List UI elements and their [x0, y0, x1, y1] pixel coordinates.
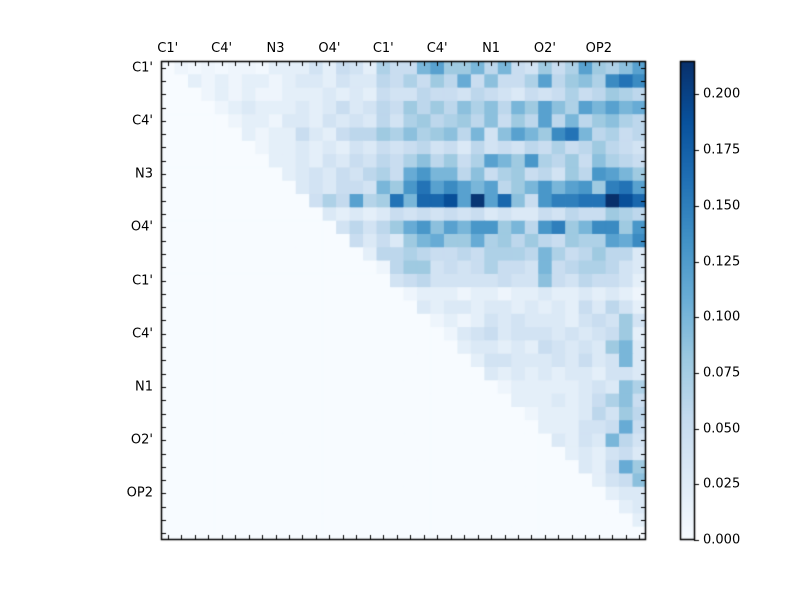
heatmap-canvas	[0, 0, 800, 600]
figure: C1' C1' C4' C4' N3 N3 O4' O4' C1' C1' C4' C4' N1 N1 O2…	[0, 0, 800, 600]
